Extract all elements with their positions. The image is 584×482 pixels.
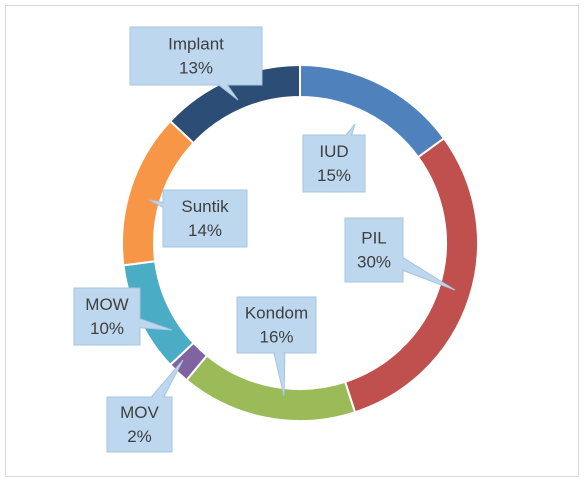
value-label: 2%: [127, 427, 152, 446]
callout-pointer-fill: [150, 200, 208, 226]
data-callout: IUD 15%: [302, 123, 366, 193]
category-label: PIL: [361, 228, 387, 247]
callout-pointer-fill: [105, 309, 171, 330]
category-label: MOW: [85, 295, 128, 314]
callout-box-fill: [345, 218, 403, 282]
data-callout: PIL 30%: [344, 217, 456, 291]
value-label: 16%: [259, 327, 293, 346]
category-label: Implant: [168, 34, 224, 53]
value-label: 14%: [188, 221, 222, 240]
data-callout: Implant 13%: [129, 26, 263, 101]
callout-pointer-fill: [190, 51, 237, 99]
data-callout: MOW 10%: [73, 287, 173, 346]
value-label: 30%: [357, 252, 391, 271]
value-label: 13%: [179, 58, 213, 77]
callout-pointer-fill: [133, 361, 182, 429]
data-callout: MOV 2%: [106, 359, 184, 453]
category-label: MOV: [120, 403, 159, 422]
callout-pointer-fill: [269, 324, 284, 395]
data-callout: Kondom 16%: [236, 296, 317, 397]
data-callout: Suntik 14%: [148, 189, 248, 248]
donut-segment: [168, 63, 301, 145]
callout-pointer-fill: [327, 125, 355, 167]
callout-pointer-fill: [370, 243, 454, 290]
value-label: 10%: [90, 319, 124, 338]
category-label: IUD: [319, 142, 348, 161]
category-label: Suntik: [181, 197, 229, 216]
category-label: Kondom: [245, 303, 308, 322]
value-label: 15%: [317, 166, 351, 185]
